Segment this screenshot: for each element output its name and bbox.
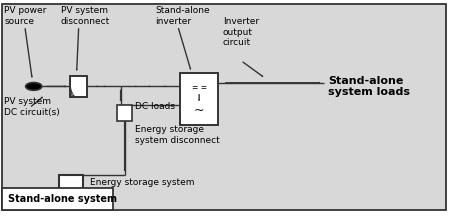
Bar <box>180 73 218 125</box>
Bar <box>117 105 132 121</box>
Text: Inverter
output
circuit: Inverter output circuit <box>223 17 259 47</box>
Text: Energy storage
system disconnect: Energy storage system disconnect <box>135 125 220 145</box>
Bar <box>58 175 83 194</box>
Text: DC loads: DC loads <box>135 102 175 111</box>
Bar <box>70 76 87 97</box>
Text: PV power
source: PV power source <box>4 6 47 26</box>
Bar <box>180 73 218 125</box>
Text: = =: = = <box>192 83 207 92</box>
Text: Energy storage system: Energy storage system <box>90 178 194 187</box>
Text: ~: ~ <box>194 104 204 117</box>
Bar <box>70 76 87 97</box>
Text: Stand-alone
inverter: Stand-alone inverter <box>155 6 210 26</box>
Bar <box>2 188 112 210</box>
Text: PV system
DC circuit(s): PV system DC circuit(s) <box>4 97 60 117</box>
Text: Stand-alone system: Stand-alone system <box>8 194 117 204</box>
Text: PV system
disconnect: PV system disconnect <box>61 6 110 26</box>
Text: Stand-alone
system loads: Stand-alone system loads <box>328 76 410 97</box>
Circle shape <box>26 83 42 90</box>
